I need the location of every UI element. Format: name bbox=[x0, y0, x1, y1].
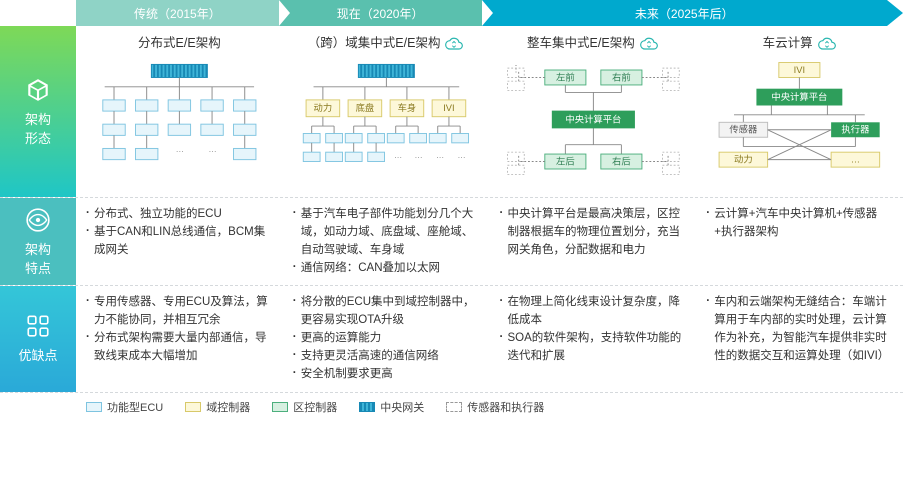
svg-text:左前: 左前 bbox=[556, 72, 575, 83]
bullet-item: 在物理上简化线束设计复杂度，降低成本 bbox=[500, 294, 687, 330]
svg-text:IVI: IVI bbox=[794, 65, 805, 75]
bullet-item: 云计算+汽车中央计算机+传感器+执行器架构 bbox=[706, 206, 893, 242]
svg-text:执行器: 执行器 bbox=[842, 124, 871, 135]
features-c4: 云计算+汽车中央计算机+传感器+执行器架构 bbox=[696, 198, 903, 285]
bullet-item: SOA的软件架构，支持软件功能的迭代和扩展 bbox=[500, 330, 687, 366]
row-architecture: 架构 形态 分布式E/E架构 bbox=[0, 26, 903, 198]
col-zonal: 整车集中式E/E架构 ⋮ 左前 bbox=[490, 26, 697, 197]
legend-zone: 区控制器 bbox=[272, 399, 337, 415]
timeline-now-label: 现在（2020年） bbox=[337, 5, 424, 22]
row-label-proscons-text: 优缺点 bbox=[18, 345, 57, 364]
infographic-root: 传统（2015年） 现在（2020年） 未来（2025年后） 架构 形态 分布式… bbox=[0, 0, 903, 419]
bullet-item: 基于CAN和LIN总线通信，BCM集成网关 bbox=[86, 224, 273, 260]
diagram-distributed: … … bbox=[86, 57, 273, 182]
svg-text:车身: 车身 bbox=[397, 102, 416, 113]
timeline-future: 未来（2025年后） bbox=[482, 0, 888, 26]
features-c2: 基于汽车电子部件功能划分几个大域，如动力域、底盘域、座舱域、自动驾驶域、车身域通… bbox=[283, 198, 490, 285]
grid-icon bbox=[25, 313, 51, 339]
bullet-item: 更高的运算能力 bbox=[293, 330, 480, 348]
svg-text:…: … bbox=[414, 150, 422, 160]
cube-icon bbox=[25, 77, 51, 103]
svg-text:右后: 右后 bbox=[612, 156, 631, 167]
legend-domain: 域控制器 bbox=[185, 399, 250, 415]
svg-text:动力: 动力 bbox=[734, 154, 753, 165]
svg-text:…: … bbox=[176, 145, 184, 155]
cloud-sync-icon bbox=[639, 37, 659, 51]
eye-icon bbox=[25, 207, 51, 233]
svg-text:…: … bbox=[394, 150, 402, 160]
bullet-item: 安全机制要求更高 bbox=[293, 366, 480, 384]
svg-text:IVI: IVI bbox=[443, 103, 454, 113]
svg-text:…: … bbox=[457, 150, 465, 160]
svg-text:中央计算平台: 中央计算平台 bbox=[565, 114, 621, 125]
proscons-c3: 在物理上简化线束设计复杂度，降低成本SOA的软件架构，支持软件功能的迭代和扩展 bbox=[490, 286, 697, 391]
bullet-item: 支持更灵活高速的通信网络 bbox=[293, 348, 480, 366]
bullet-item: 分布式架构需要大量内部通信，导致线束成本大幅增加 bbox=[86, 330, 273, 366]
row-label-proscons: 优缺点 bbox=[0, 286, 76, 391]
proscons-c2: 将分散的ECU集中到域控制器中，更容易实现OTA升级更高的运算能力支持更灵活高速… bbox=[283, 286, 490, 391]
svg-text:传感器: 传感器 bbox=[730, 124, 759, 135]
svg-text:右前: 右前 bbox=[612, 72, 631, 83]
bullet-item: 通信网络：CAN叠加以太网 bbox=[293, 260, 480, 278]
col-domain: （跨）域集中式E/E架构 动力 底盘 bbox=[283, 26, 490, 197]
svg-text:底盘: 底盘 bbox=[355, 102, 374, 113]
cloud-sync-icon bbox=[817, 37, 837, 51]
timeline-arrow-tip bbox=[887, 0, 903, 26]
svg-text:动力: 动力 bbox=[313, 102, 332, 113]
diagram-cloud: IVI 中央计算平台 传感器 执行器 bbox=[706, 57, 893, 182]
legend-gateway: 中央网关 bbox=[359, 399, 424, 415]
features-c3: 中央计算平台是最高决策层，区控制器根据车的物理位置划分，充当网关角色，分配数据和… bbox=[490, 198, 697, 285]
timeline-past: 传统（2015年） bbox=[76, 0, 279, 26]
col-cloud: 车云计算 IVI 中央计算平台 传感器 bbox=[696, 26, 903, 197]
col4-title: 车云计算 bbox=[706, 34, 893, 53]
timeline-future-label: 未来（2025年后） bbox=[635, 5, 734, 22]
row-label-architecture-text: 架构 形态 bbox=[25, 109, 51, 147]
col3-title: 整车集中式E/E架构 bbox=[500, 34, 687, 53]
proscons-c1: 专用传感器、专用ECU及算法，算力不能协同，并相互冗余分布式架构需要大量内部通信… bbox=[76, 286, 283, 391]
row-label-features: 架构 特点 bbox=[0, 198, 76, 285]
col-distributed: 分布式E/E架构 bbox=[76, 26, 283, 197]
timeline-now: 现在（2020年） bbox=[279, 0, 482, 26]
timeline-header: 传统（2015年） 现在（2020年） 未来（2025年后） bbox=[76, 0, 903, 26]
col2-title: （跨）域集中式E/E架构 bbox=[293, 34, 480, 53]
col1-title: 分布式E/E架构 bbox=[86, 34, 273, 53]
bullet-item: 基于汽车电子部件功能划分几个大域，如动力域、底盘域、座舱域、自动驾驶域、车身域 bbox=[293, 206, 480, 259]
bullet-item: 分布式、独立功能的ECU bbox=[86, 206, 273, 224]
bullet-item: 将分散的ECU集中到域控制器中，更容易实现OTA升级 bbox=[293, 294, 480, 330]
diagram-zonal: ⋮ 左前 右前 中央计算平台 bbox=[500, 57, 687, 182]
row-proscons: 优缺点 专用传感器、专用ECU及算法，算力不能协同，并相互冗余分布式架构需要大量… bbox=[0, 286, 903, 392]
cloud-sync-icon bbox=[444, 37, 464, 51]
legend-ecu: 功能型ECU bbox=[86, 399, 163, 415]
legend: 功能型ECU 域控制器 区控制器 中央网关 传感器和执行器 bbox=[0, 393, 903, 419]
svg-text:左后: 左后 bbox=[556, 156, 575, 167]
svg-text:中央计算平台: 中央计算平台 bbox=[772, 91, 828, 102]
row-label-architecture: 架构 形态 bbox=[0, 26, 76, 197]
timeline-past-label: 传统（2015年） bbox=[134, 5, 221, 22]
bullet-item: 专用传感器、专用ECU及算法，算力不能协同，并相互冗余 bbox=[86, 294, 273, 330]
proscons-c4: 车内和云端架构无缝结合：车端计算用于车内部的实时处理，云计算作为补充，为智能汽车… bbox=[696, 286, 903, 391]
row-features: 架构 特点 分布式、独立功能的ECU基于CAN和LIN总线通信，BCM集成网关 … bbox=[0, 198, 903, 286]
diagram-domain: 动力 底盘 车身 IVI bbox=[293, 57, 480, 182]
svg-text:…: … bbox=[208, 145, 216, 155]
svg-text:…: … bbox=[436, 150, 444, 160]
legend-sensor-actuator: 传感器和执行器 bbox=[446, 399, 544, 415]
svg-text:…: … bbox=[851, 155, 860, 165]
bullet-item: 车内和云端架构无缝结合：车端计算用于车内部的实时处理，云计算作为补充，为智能汽车… bbox=[706, 294, 893, 365]
features-c1: 分布式、独立功能的ECU基于CAN和LIN总线通信，BCM集成网关 bbox=[76, 198, 283, 285]
bullet-item: 中央计算平台是最高决策层，区控制器根据车的物理位置划分，充当网关角色，分配数据和… bbox=[500, 206, 687, 259]
row-label-features-text: 架构 特点 bbox=[25, 239, 51, 277]
